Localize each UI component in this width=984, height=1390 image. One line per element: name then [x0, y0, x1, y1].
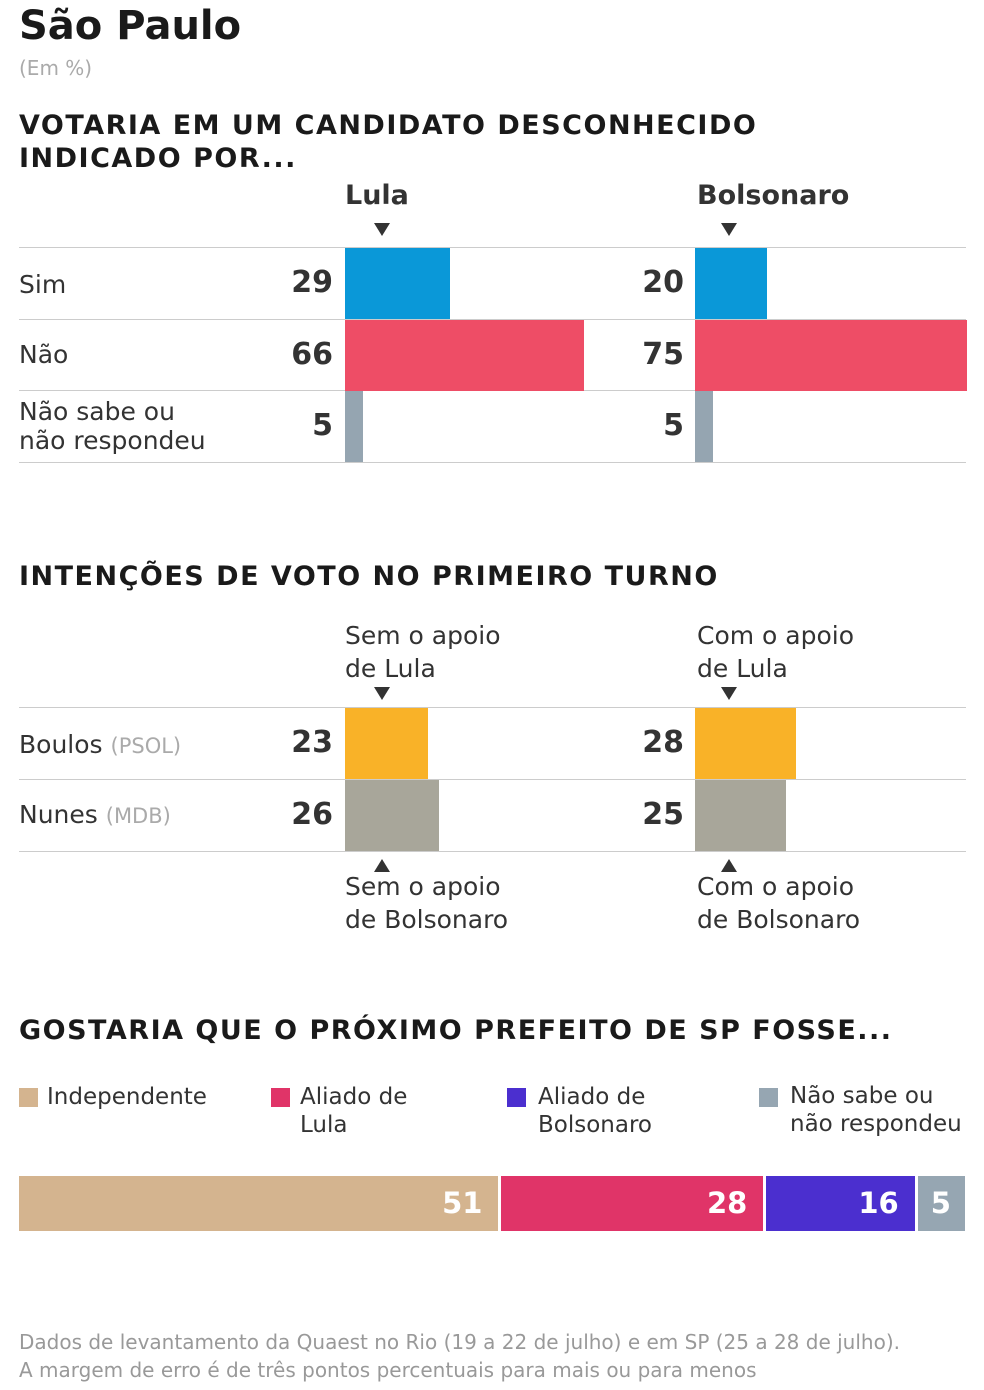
column-header-sem-apoio-lula: Sem o apoio de Lula	[345, 621, 501, 683]
bar	[345, 248, 450, 319]
stacked-segment: 51	[19, 1176, 499, 1231]
bar	[695, 320, 967, 391]
arrow-down-icon	[721, 223, 737, 236]
legend-aliado-bolsonaro: Aliado de Bolsonaro	[538, 1084, 652, 1138]
section1-title-line2: INDICADO POR...	[19, 143, 297, 174]
data-label: 25	[642, 797, 684, 832]
stacked-segment: 5	[917, 1176, 965, 1231]
data-label: 75	[642, 337, 684, 372]
row-divider	[19, 707, 966, 708]
data-label: 5	[663, 408, 684, 443]
column-footer-com-apoio-bolsonaro: Com o apoio de Bolsonaro	[697, 872, 861, 934]
row-divider	[19, 319, 966, 320]
section3-title: GOSTARIA QUE O PRÓXIMO PREFEITO DE SP FO…	[19, 1015, 893, 1046]
column-header-com-apoio-lula: Com o apoio de Lula	[697, 621, 855, 683]
row-divider	[19, 462, 966, 463]
section1-title-line1: VOTARIA EM UM CANDIDATO DESCONHECIDO	[19, 110, 758, 141]
data-label: 29	[291, 265, 333, 300]
bar	[345, 320, 584, 391]
bar	[345, 391, 364, 462]
bar	[695, 708, 797, 779]
section1-title: VOTARIA EM UM CANDIDATO DESCONHECIDO IND…	[19, 109, 757, 175]
arrow-down-icon	[374, 223, 390, 236]
row-divider	[19, 851, 966, 852]
stacked-segment: 28	[501, 1176, 764, 1231]
column-header-bolsonaro: Bolsonaro	[697, 180, 850, 211]
data-label: 20	[642, 265, 684, 300]
arrow-down-icon	[374, 687, 390, 700]
legend-independente: Independente	[47, 1084, 207, 1110]
bar	[695, 391, 714, 462]
legend-swatch-independente	[19, 1088, 38, 1107]
row-label-nao-sabe: Não sabe ou não respondeu	[19, 397, 206, 455]
row-label-sim: Sim	[19, 270, 67, 299]
bar	[695, 248, 768, 319]
arrow-down-icon	[721, 687, 737, 700]
stacked-segment: 16	[766, 1176, 915, 1231]
bar	[345, 780, 440, 851]
arrow-up-icon	[721, 859, 737, 872]
column-footer-sem-apoio-bolsonaro: Sem o apoio de Bolsonaro	[345, 872, 509, 934]
legend-aliado-lula: Aliado de Lula	[300, 1084, 408, 1138]
legend-swatch-aliado-bolsonaro	[507, 1088, 526, 1107]
footnote: Dados de levantamento da Quaest no Rio (…	[19, 1330, 900, 1382]
row-label-nao: Não	[19, 340, 69, 369]
data-label: 23	[291, 725, 333, 760]
section2-title: INTENÇÕES DE VOTO NO PRIMEIRO TURNO	[19, 561, 719, 592]
unit-label: (Em %)	[19, 56, 93, 80]
row-divider	[19, 779, 966, 780]
legend-swatch-nao-sabe	[759, 1088, 778, 1107]
arrow-up-icon	[374, 859, 390, 872]
row-label-boulos: Boulos (PSOL)	[19, 730, 182, 759]
bar	[695, 780, 786, 851]
row-divider	[19, 247, 966, 248]
bar	[345, 708, 429, 779]
legend-swatch-aliado-lula	[271, 1088, 290, 1107]
data-label: 28	[642, 725, 684, 760]
party-label: (PSOL)	[110, 734, 182, 758]
legend-nao-sabe: Não sabe ou não respondeu	[790, 1083, 962, 1137]
row-label-nunes: Nunes (MDB)	[19, 800, 171, 829]
party-label: (MDB)	[105, 804, 171, 828]
data-label: 5	[312, 408, 333, 443]
data-label: 26	[291, 797, 333, 832]
page-title: São Paulo	[19, 3, 242, 49]
column-header-lula: Lula	[345, 180, 409, 211]
data-label: 66	[291, 337, 333, 372]
